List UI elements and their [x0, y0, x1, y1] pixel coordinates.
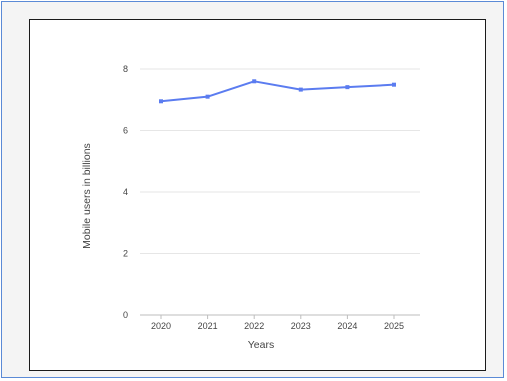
- y-tick-label-0: 0: [123, 310, 128, 320]
- x-tick-label-2021: 2021: [198, 321, 218, 331]
- gridlines: [140, 68, 420, 254]
- y-tick-label-6: 6: [123, 126, 128, 136]
- x-axis-title: Years: [248, 339, 274, 351]
- axes: [140, 314, 420, 319]
- data-point-2025: [392, 82, 396, 87]
- y-tick-label-4: 4: [123, 187, 128, 197]
- x-tick-label-2022: 2022: [244, 321, 264, 331]
- data-point-2023: [298, 87, 303, 92]
- data-point-2024: [345, 85, 350, 90]
- x-tick-label-2023: 2023: [291, 321, 311, 331]
- data-point-2020: [159, 99, 163, 104]
- y-tick-label-2: 2: [123, 249, 128, 259]
- x-tick-label-2024: 2024: [337, 321, 357, 331]
- y-axis-title: Mobile users in billions: [81, 143, 93, 249]
- y-tick-label-8: 8: [123, 64, 128, 74]
- x-tick-label-2025: 2025: [384, 321, 404, 331]
- chart-card: [29, 19, 486, 371]
- series-line-0: [160, 80, 395, 103]
- data-point-2021: [205, 94, 210, 99]
- data-point-2022: [252, 79, 257, 84]
- x-tick-label-2020: 2020: [151, 321, 171, 331]
- series-layer: [159, 79, 396, 104]
- y-tick-labels: 0 2 4 6 8: [123, 64, 128, 320]
- x-tick-labels: 2020 2021 2022 2023 2024 2025: [151, 321, 404, 331]
